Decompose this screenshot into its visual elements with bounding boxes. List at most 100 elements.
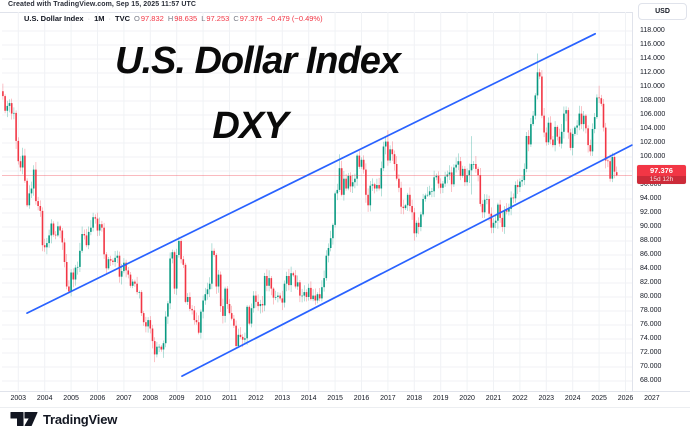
candle-body [37,201,39,206]
candle-body [244,338,246,340]
candle-body [92,217,94,228]
candle-body [376,185,378,189]
candle-body [19,161,22,168]
candle-body [609,161,611,179]
watermark-title: U.S. Dollar Index [115,40,401,82]
candle-body [602,103,605,128]
channel-upper[interactable] [26,32,596,314]
candle-body [406,194,409,206]
candle-body [389,149,391,161]
legend-symbol-title: U.S. Dollar Index [24,14,84,23]
candle-body [217,274,220,287]
candle-body [10,103,13,114]
candle-body [387,141,389,161]
candle-body [307,287,310,297]
candle-body [428,191,431,195]
candle-body [435,175,438,178]
candle-body [87,231,90,246]
candle-body [50,223,53,236]
candle-body [195,320,198,323]
candle-body [171,252,174,259]
tradingview-footer[interactable]: TradingView [10,411,117,427]
price-axis[interactable]: 118.000 116.000 114.000 112.000 110.000 108.0… [632,12,690,391]
candle-body [461,168,464,176]
candle-body [204,294,207,301]
candle-body [182,259,185,265]
candle-body [158,346,160,348]
candle-body [538,72,541,77]
candle-body [598,97,600,99]
candle-body [206,289,209,295]
candle-body [180,241,182,260]
candle-body [46,243,48,248]
candle-body [288,276,290,286]
candle-body [184,264,187,302]
candle-body [545,132,548,143]
pane-right-border [632,12,633,391]
candle-body [173,252,176,289]
candle-body [98,224,101,231]
year-axis-label: 2006 [89,395,106,402]
candle-body [492,222,495,228]
channel-lower[interactable] [181,144,633,377]
candle-body [129,274,132,286]
candle-body [241,336,244,340]
candle-body [552,139,554,146]
candle-body [292,273,295,276]
candle-body [272,288,275,298]
year-axis-label: 2026 [617,395,634,402]
price-axis-label: 92.000 [640,209,662,216]
candle-body [600,98,603,104]
candlestick-chart[interactable] [2,12,634,391]
candle-body [149,320,152,329]
candle-body [336,189,339,194]
candle-body [459,161,462,176]
candle-body [21,155,24,168]
candle-body [488,199,490,214]
candle-body [457,161,460,165]
candle-body [145,322,147,327]
candle-body [587,128,589,146]
time-axis[interactable]: 2003 2004 2005 2006 2007 2008 2009 2010 2011 2012… [0,392,660,408]
price-axis-label: 96.000 [640,181,662,188]
symbol-legend[interactable]: U.S. Dollar Index · 1M · TVC O 97.832 H … [24,14,323,23]
currency-unit-button[interactable]: USD [638,3,687,20]
candle-body [8,103,11,106]
candle-body [446,174,449,177]
candle-body [558,136,561,144]
candle-body [197,322,200,333]
candle-body [257,301,259,307]
candle-body [191,308,193,311]
candle-body [70,272,72,292]
candle-body [103,227,105,255]
candle-body [28,193,31,206]
candle-body [283,283,286,303]
price-axis-label: 82.000 [640,279,662,286]
candle-body [431,191,433,192]
candle-body [230,313,233,319]
candle-body [76,266,79,268]
candle-body [437,175,440,184]
year-axis-label: 2025 [591,395,607,402]
candle-body [15,112,17,141]
price-axis-label: 104.000 [640,125,666,132]
candle-body [371,184,374,186]
candle-body [444,176,446,184]
candle-body [109,259,112,261]
candle-body [413,212,416,234]
candle-body [411,206,413,213]
candle-body [261,304,264,306]
candle-body [285,276,288,284]
candle-body [226,288,229,304]
candle-body [114,257,116,262]
candle-body [510,197,512,209]
year-axis-label: 2009 [168,395,185,402]
candle-body [57,226,59,236]
candle-body [43,245,46,248]
candle-body [345,178,347,189]
candle-body [4,96,6,111]
candle-body [519,181,521,188]
candle-body [105,254,108,269]
candle-body [391,149,394,155]
candle-body [501,217,504,227]
